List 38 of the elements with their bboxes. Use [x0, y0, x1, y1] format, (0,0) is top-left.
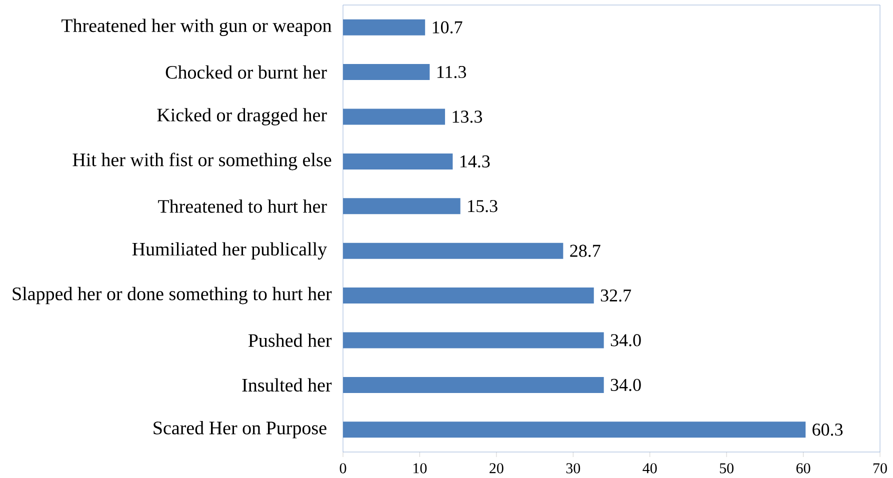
- data-label: 34.0: [610, 334, 641, 346]
- bar: [343, 153, 453, 170]
- bar: [343, 376, 604, 393]
- y-tick-label: Scared Her on Purpose: [154, 421, 326, 438]
- data-label: 14.3: [460, 155, 490, 168]
- y-tick-label: Kicked or dragged her: [157, 108, 327, 126]
- data-label: 10.7: [432, 21, 462, 34]
- bar: [343, 198, 460, 214]
- y-tick-label: Pushed her: [248, 334, 332, 347]
- y-tick-label: Hit her with fist or something else: [72, 152, 332, 170]
- data-label: 34.0: [610, 378, 641, 392]
- data-label: 28.7: [570, 244, 600, 257]
- data-label: 11.3: [437, 66, 466, 78]
- y-tick-label: Slapped her or done something to hurt her: [12, 286, 332, 304]
- data-label: 13.3: [452, 110, 482, 123]
- x-tick-label: 10: [414, 463, 427, 474]
- data-label: 15.3: [468, 200, 498, 212]
- bar: [343, 422, 806, 438]
- bar: [343, 288, 594, 304]
- y-tick-label: Insulted her: [242, 378, 332, 392]
- bar: [343, 19, 426, 36]
- x-tick-label: 70: [873, 463, 887, 474]
- x-tick-label: 30: [566, 463, 580, 474]
- x-tick-label: 50: [720, 463, 734, 474]
- y-tick-label: Threatened to hurt her: [158, 199, 327, 213]
- data-label: 32.7: [600, 289, 632, 302]
- x-tick-label: 20: [490, 463, 504, 474]
- y-tick-label: Humiliated her publically: [132, 242, 327, 260]
- bar: [343, 332, 604, 348]
- y-tick-label: Threatened her with gun or weapon: [61, 18, 332, 36]
- data-label: 60.3: [812, 424, 843, 436]
- bar: [343, 242, 564, 259]
- bar: [343, 64, 430, 80]
- x-tick-label: 0: [340, 463, 346, 474]
- x-tick-label: 40: [642, 463, 657, 474]
- y-tick-label: Chocked or burnt her: [166, 65, 327, 79]
- bar: [343, 108, 446, 125]
- x-tick-label: 60: [796, 463, 810, 474]
